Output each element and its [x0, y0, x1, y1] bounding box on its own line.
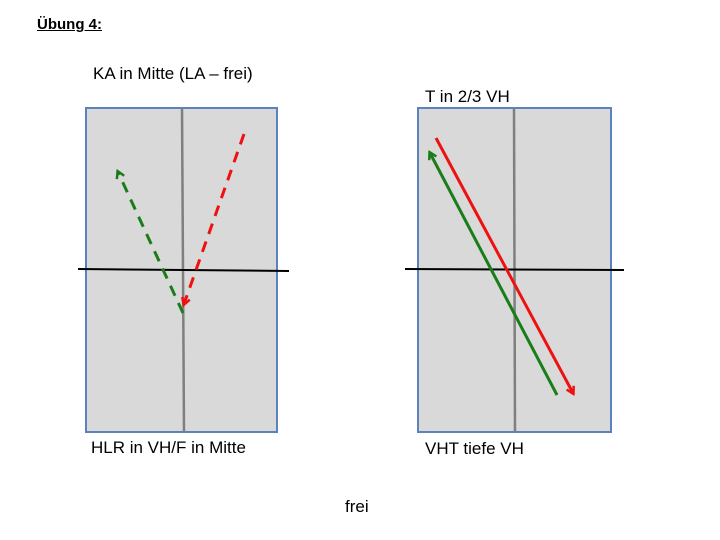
- green-solid-arrow: [430, 153, 559, 396]
- left-court: [77, 107, 290, 433]
- right-court: [404, 107, 625, 433]
- exercise-heading: Übung 4:: [37, 16, 102, 33]
- right-panel-top-label: T in 2/3 VH: [425, 87, 510, 106]
- left-panel-top-label: KA in Mitte (LA – frei): [93, 64, 253, 83]
- left-panel-bottom-label: HLR in VH/F in Mitte: [91, 438, 246, 457]
- red-solid-arrow: [434, 137, 573, 393]
- left-court-net-line: [77, 268, 290, 272]
- right-court-net-line: [404, 268, 625, 271]
- footer-label: frei: [345, 497, 369, 516]
- right-panel-bottom-label: VHT tiefe VH: [425, 439, 524, 458]
- green-dashed-arrow: [118, 172, 185, 314]
